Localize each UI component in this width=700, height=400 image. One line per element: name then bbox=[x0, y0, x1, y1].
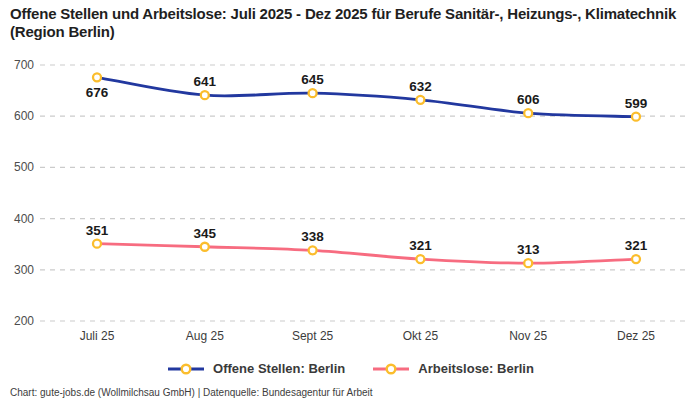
data-point-label: 676 bbox=[86, 85, 109, 100]
data-point-label: 345 bbox=[194, 226, 217, 241]
data-point-label: 632 bbox=[409, 79, 432, 94]
data-point-label: 599 bbox=[625, 96, 648, 111]
data-point-marker[interactable] bbox=[524, 109, 532, 117]
data-point-marker[interactable] bbox=[416, 96, 424, 104]
x-tick-label: Juli 25 bbox=[80, 329, 115, 343]
chart-title: Offene Stellen und Arbeitslose: Juli 202… bbox=[10, 5, 682, 40]
data-point-label: 313 bbox=[517, 242, 540, 257]
legend-label-arbeitslose: Arbeitslose: Berlin bbox=[418, 361, 534, 376]
legend-item-offene-stellen: Offene Stellen: Berlin bbox=[166, 361, 345, 376]
line-marker-swatch-icon bbox=[371, 362, 411, 376]
x-tick-label: Okt 25 bbox=[403, 329, 439, 343]
attribution-source-line: Chart: gute-jobs.de (Wollmilchsau GmbH) … bbox=[10, 387, 373, 398]
legend: Offene Stellen: Berlin Arbeitslose: Berl… bbox=[0, 361, 700, 376]
data-point-label: 606 bbox=[517, 92, 540, 107]
y-tick-label: 700 bbox=[14, 58, 34, 72]
data-point-marker[interactable] bbox=[201, 243, 209, 251]
data-point-label: 645 bbox=[301, 72, 324, 87]
y-tick-label: 400 bbox=[14, 212, 34, 226]
y-tick-label: 500 bbox=[14, 160, 34, 174]
legend-label-offene-stellen: Offene Stellen: Berlin bbox=[213, 361, 345, 376]
x-tick-label: Dez 25 bbox=[617, 329, 655, 343]
legend-item-arbeitslose: Arbeitslose: Berlin bbox=[371, 361, 534, 376]
chart-card: Offene Stellen und Arbeitslose: Juli 202… bbox=[0, 0, 700, 400]
data-point-label: 338 bbox=[301, 229, 324, 244]
data-point-label: 351 bbox=[86, 223, 109, 238]
x-tick-label: Nov 25 bbox=[509, 329, 547, 343]
data-point-marker[interactable] bbox=[93, 240, 101, 248]
data-point-marker[interactable] bbox=[632, 255, 640, 263]
data-point-marker[interactable] bbox=[632, 113, 640, 121]
line-marker-swatch-icon bbox=[166, 362, 206, 376]
y-tick-label: 200 bbox=[14, 314, 34, 328]
y-tick-label: 600 bbox=[14, 109, 34, 123]
data-point-marker[interactable] bbox=[201, 91, 209, 99]
data-point-marker[interactable] bbox=[93, 73, 101, 81]
data-point-marker[interactable] bbox=[309, 246, 317, 254]
data-point-marker[interactable] bbox=[309, 89, 317, 97]
series-line bbox=[97, 77, 636, 116]
data-point-label: 321 bbox=[625, 238, 648, 253]
data-point-marker[interactable] bbox=[524, 259, 532, 267]
x-tick-label: Sept 25 bbox=[292, 329, 334, 343]
data-point-marker[interactable] bbox=[416, 255, 424, 263]
line-chart-plot-area: 200 300 400 500 600 700 Juli 25 Aug 25 Sept 25 Ok… bbox=[0, 55, 700, 351]
y-tick-label: 300 bbox=[14, 263, 34, 277]
data-point-label: 321 bbox=[409, 238, 432, 253]
data-point-label: 641 bbox=[194, 74, 217, 89]
series-line bbox=[97, 244, 636, 263]
x-tick-label: Aug 25 bbox=[186, 329, 224, 343]
